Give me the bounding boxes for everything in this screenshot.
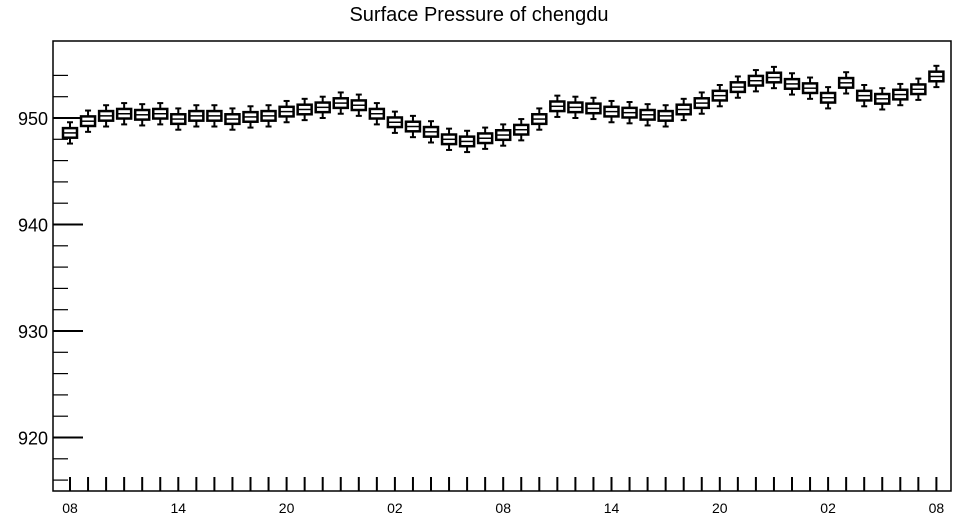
plot-frame: [52, 40, 952, 492]
x-tick-label: 20: [712, 500, 728, 516]
x-tick-label: 14: [171, 500, 187, 516]
y-tick-label: 920: [18, 429, 48, 449]
y-tick-label: 930: [18, 322, 48, 342]
y-tick-label: 940: [18, 216, 48, 236]
chart-title: Surface Pressure of chengdu: [349, 4, 609, 26]
x-tick-label: 14: [604, 500, 620, 516]
x-tick-label: 02: [820, 500, 836, 516]
x-tick-label: 08: [929, 500, 945, 516]
y-tick-label: 950: [18, 109, 48, 129]
x-tick-label: 20: [279, 500, 295, 516]
x-tick-label: 08: [495, 500, 511, 516]
x-tick-label: 08: [62, 500, 78, 516]
x-tick-label: 02: [387, 500, 403, 516]
